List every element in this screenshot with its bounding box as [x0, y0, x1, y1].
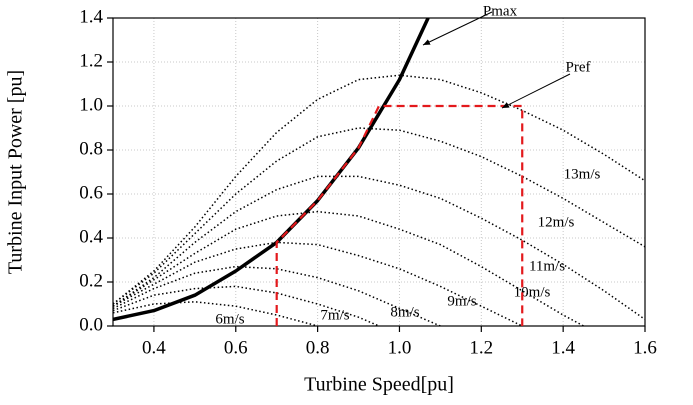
x-tick-label: 1.6: [633, 337, 657, 358]
series-label: 12m/s: [538, 214, 575, 230]
y-tick-label: 0.2: [79, 270, 103, 291]
y-tick-label: 0.6: [79, 182, 103, 203]
y-tick-label: 1.2: [79, 50, 103, 71]
series-label: 9m/s: [447, 293, 476, 309]
annotation-arrow: [501, 73, 571, 109]
series-line: [113, 301, 318, 326]
y-tick-label: 1.0: [79, 94, 103, 115]
series-line: [113, 210, 584, 326]
series-label: 10m/s: [514, 284, 551, 300]
series-label: 7m/s: [320, 307, 349, 323]
series-line: [275, 104, 524, 326]
series-line: [113, 241, 523, 326]
series-line: [113, 265, 441, 326]
series-label: Pref: [566, 59, 591, 75]
y-tick-label: 0.4: [79, 226, 103, 247]
x-tick-label: 1.2: [469, 337, 493, 358]
y-axis-title: Turbine Input Power [pu]: [5, 70, 27, 274]
x-tick-label: 1.0: [388, 337, 412, 358]
y-tick-label: 0.0: [79, 314, 103, 335]
x-tick-label: 0.4: [142, 337, 166, 358]
series-line: [113, 74, 645, 305]
y-tick-label: 1.4: [79, 6, 103, 27]
annotation-arrow: [422, 11, 493, 46]
series-label: 6m/s: [215, 311, 244, 327]
series-label: 13m/s: [564, 166, 601, 182]
series-line: [113, 18, 430, 322]
x-tick-label: 1.4: [551, 337, 575, 358]
y-tick-label: 0.8: [79, 138, 103, 159]
x-tick-label: 0.6: [224, 337, 248, 358]
series-label: 11m/s: [529, 258, 565, 274]
series-label: Pmax: [483, 3, 518, 19]
series-line: [113, 175, 645, 321]
series-label: 8m/s: [390, 304, 419, 320]
x-axis-title: Turbine Speed[pu]: [304, 374, 454, 396]
plot-frame: [112, 17, 646, 327]
x-tick-label: 0.8: [306, 337, 330, 358]
